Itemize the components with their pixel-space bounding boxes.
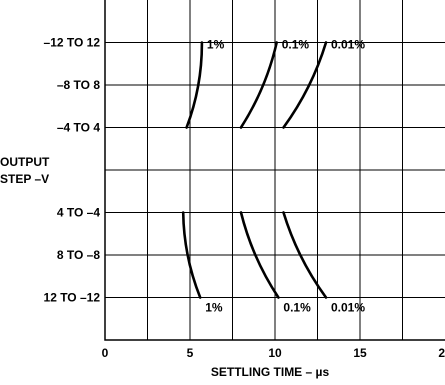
curve-labels: 1% 0.1% 0.01% 1% 0.1% 0.01%: [205, 38, 365, 315]
x-tick-label: 0: [102, 346, 109, 360]
settling-curve: [282, 211, 328, 299]
settling-curve: [185, 41, 204, 129]
y-tick-label: 12 TO –12: [44, 291, 101, 305]
settling-curve: [282, 41, 328, 129]
y-tick-label: 4 TO –4: [57, 206, 100, 220]
series-label: 0.01%: [331, 38, 365, 52]
settling-curve: [181, 211, 202, 299]
y-tick-labels: –12 TO 12 –8 TO 8 –4 TO 4 4 TO –4 8 TO –8 12 …: [44, 36, 101, 305]
y-tick-label: 8 TO –8: [57, 248, 100, 262]
series-label: 0.01%: [331, 301, 365, 315]
grid: [105, 0, 445, 340]
series-label: 1%: [207, 38, 225, 52]
settling-curve: [239, 211, 280, 299]
x-tick-label: 5: [187, 346, 194, 360]
x-tick-labels: 0 5 10 15 20: [102, 346, 445, 360]
x-tick-label: 10: [268, 346, 282, 360]
y-tick-label: –4 TO 4: [57, 121, 100, 135]
series-label: 0.1%: [283, 301, 311, 315]
x-tick-label: 15: [353, 346, 367, 360]
y-axis-label-line2: STEP –V: [0, 172, 49, 186]
curves: [181, 41, 328, 299]
series-label: 1%: [205, 301, 223, 315]
x-tick-label: 20: [438, 346, 445, 360]
plot-frame: [104, 0, 445, 341]
settling-curve: [239, 41, 278, 129]
y-tick-label: –12 TO 12: [44, 36, 101, 50]
series-label: 0.1%: [282, 38, 310, 52]
y-tick-label: –8 TO 8: [57, 78, 100, 92]
x-axis-label: SETTLING TIME – µs: [211, 365, 330, 379]
y-axis-label-line1: OUTPUT: [0, 155, 50, 169]
